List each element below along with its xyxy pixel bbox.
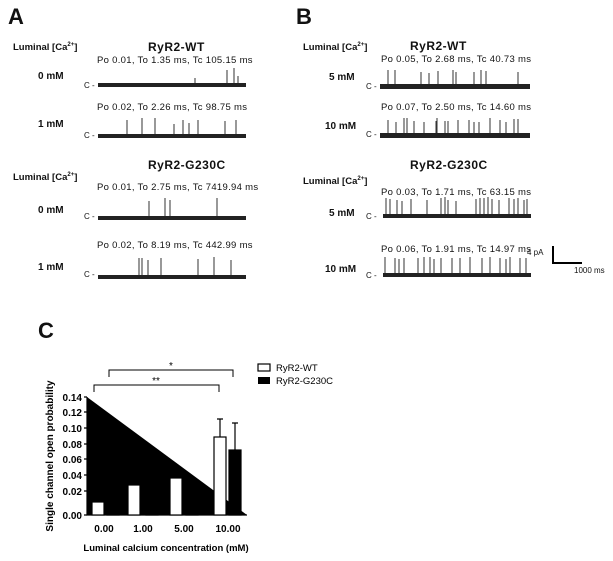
trace-b-g230c-10mm xyxy=(383,257,531,277)
scale-bar-current: 4 pA xyxy=(527,248,544,257)
closed-state-label: C - xyxy=(84,270,95,279)
trace-stats: Po 0.02, To 2.26 ms, Tc 98.75 ms xyxy=(97,102,248,113)
significance-star: * xyxy=(169,361,173,372)
concentration-label: 10 mM xyxy=(325,121,357,132)
trace-a-g230c-1mm xyxy=(98,257,246,279)
trace-a-wt-0mm xyxy=(98,68,246,87)
luminal-label-text: Luminal [Ca xyxy=(303,42,358,54)
panel-a-label: A xyxy=(8,4,24,29)
y-tick-labels: 0.14 0.12 0.10 0.08 0.06 0.04 0.02 0.00 xyxy=(63,393,83,522)
scale-bar xyxy=(552,246,582,264)
scale-bar-time: 1000 ms xyxy=(574,266,605,275)
significance-brackets xyxy=(93,369,234,392)
panel-c-label: C xyxy=(38,318,54,343)
trace-a-g230c-0mm xyxy=(98,198,246,220)
luminal-close: ] xyxy=(74,172,78,184)
trace-stats: Po 0.06, To 1.91 ms, Tc 14.97 ms xyxy=(381,244,532,255)
svg-text:0.04: 0.04 xyxy=(63,471,83,482)
luminal-label-text: Luminal [Ca xyxy=(13,42,68,54)
luminal-close: ] xyxy=(364,176,368,188)
trace-a-wt-1mm xyxy=(98,118,246,138)
luminal-ca-label: Luminal [Ca2+] xyxy=(303,42,367,53)
luminal-label-text: Luminal [Ca xyxy=(303,176,358,188)
current-traces xyxy=(98,68,531,279)
legend: RyR2-WT RyR2-G230C xyxy=(257,363,333,387)
luminal-sup: 2+ xyxy=(357,176,365,182)
group-title: RyR2-WT xyxy=(410,39,467,53)
luminal-label-text: Luminal [Ca xyxy=(13,172,68,184)
luminal-sup: 2+ xyxy=(357,42,365,48)
legend-swatch-g230c xyxy=(258,377,270,384)
closed-state-label: C - xyxy=(84,131,95,140)
x-tick-labels: 0.00 1.00 5.00 10.00 xyxy=(94,524,241,535)
svg-text:0.08: 0.08 xyxy=(63,440,83,451)
trace-stats: Po 0.03, To 1.71 ms, Tc 63.15 ms xyxy=(381,187,532,198)
legend-label-wt: RyR2-WT xyxy=(276,363,318,374)
closed-state-label: C - xyxy=(366,212,377,221)
bar-wt-1 xyxy=(127,484,141,516)
svg-text:0.06: 0.06 xyxy=(63,455,83,466)
bar-g230c-5 xyxy=(185,488,199,516)
bracket-double-star xyxy=(93,384,220,392)
concentration-label: 10 mM xyxy=(325,264,357,275)
concentration-label: 0 mM xyxy=(38,205,64,216)
trace-stats: Po 0.05, To 2.68 ms, Tc 40.73 ms xyxy=(381,54,532,65)
trace-stats: Po 0.01, To 2.75 ms, Tc 7419.94 ms xyxy=(97,182,259,193)
x-axis-title: Luminal calcium concentration (mM) xyxy=(83,543,248,554)
closed-state-label: C - xyxy=(84,212,95,221)
concentration-label: 5 mM xyxy=(329,72,355,83)
y-axis-title: Single channel open probability xyxy=(45,380,56,532)
svg-text:5.00: 5.00 xyxy=(174,524,194,535)
concentration-label: 1 mM xyxy=(38,119,64,130)
luminal-close: ] xyxy=(364,42,368,54)
trace-b-g230c-5mm xyxy=(383,197,531,218)
bar-g230c-1 xyxy=(145,488,159,516)
svg-text:0.12: 0.12 xyxy=(63,408,83,419)
trace-stats: Po 0.07, To 2.50 ms, Tc 14.60 ms xyxy=(381,102,532,113)
panel-b-label: B xyxy=(296,4,312,29)
bar-wt-10 xyxy=(213,436,227,516)
svg-text:10.00: 10.00 xyxy=(215,524,240,535)
bar-chart: * ** 0.14 0.12 0.10 0.08 0.06 0.04 0.02 … xyxy=(45,361,333,554)
luminal-ca-label: Luminal [Ca2+] xyxy=(13,42,77,53)
luminal-ca-label: Luminal [Ca2+] xyxy=(13,172,77,183)
group-title: RyR2-WT xyxy=(148,40,205,54)
svg-text:0.10: 0.10 xyxy=(63,424,83,435)
significance-double-star: ** xyxy=(152,376,160,387)
concentration-label: 1 mM xyxy=(38,262,64,273)
legend-swatch-wt xyxy=(257,363,271,372)
svg-text:1.00: 1.00 xyxy=(133,524,153,535)
group-title: RyR2-G230C xyxy=(410,158,488,172)
svg-text:0.00: 0.00 xyxy=(94,524,114,535)
bar-wt-0 xyxy=(91,501,105,516)
luminal-sup: 2+ xyxy=(67,172,75,178)
group-title: RyR2-G230C xyxy=(148,158,226,172)
svg-text:0.02: 0.02 xyxy=(63,487,83,498)
bar-g230c-10 xyxy=(228,449,242,516)
svg-text:0.14: 0.14 xyxy=(63,393,83,404)
trace-stats: Po 0.02, To 8.19 ms, Tc 442.99 ms xyxy=(97,240,253,251)
trace-b-wt-5mm xyxy=(380,70,530,89)
legend-label-g230c: RyR2-G230C xyxy=(276,376,333,387)
concentration-label: 0 mM xyxy=(38,71,64,82)
bars xyxy=(91,418,242,516)
closed-state-label: C - xyxy=(366,271,377,280)
luminal-sup: 2+ xyxy=(67,42,75,48)
closed-state-label: C - xyxy=(366,130,377,139)
bar-g230c-0 xyxy=(106,504,120,516)
bracket-star xyxy=(108,369,234,377)
trace-b-wt-10mm xyxy=(380,118,530,138)
luminal-close: ] xyxy=(74,42,78,54)
closed-state-label: C - xyxy=(84,81,95,90)
trace-stats: Po 0.01, To 1.35 ms, Tc 105.15 ms xyxy=(97,55,253,66)
closed-state-label: C - xyxy=(366,82,377,91)
luminal-ca-label: Luminal [Ca2+] xyxy=(303,176,367,187)
bar-wt-5 xyxy=(169,477,183,516)
concentration-label: 5 mM xyxy=(329,208,355,219)
svg-text:0.00: 0.00 xyxy=(63,511,83,522)
